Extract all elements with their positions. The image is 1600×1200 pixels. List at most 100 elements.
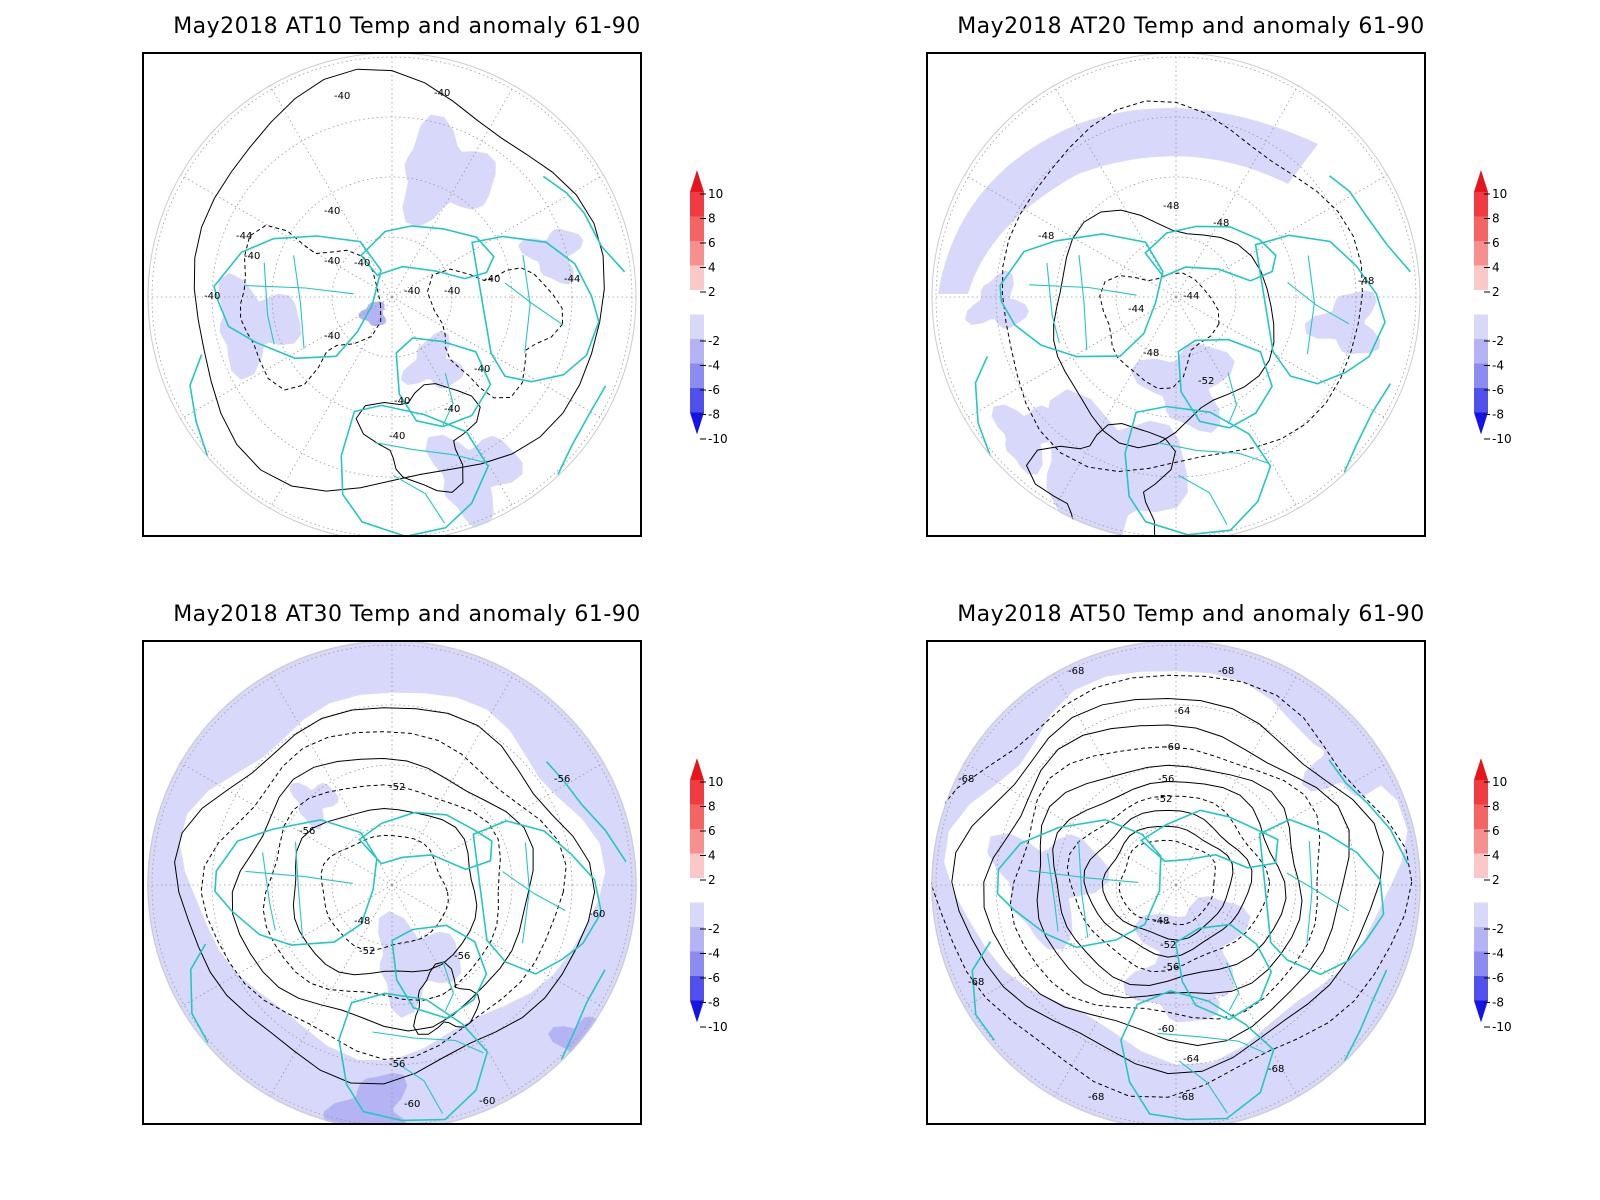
- contour-label: -56: [299, 826, 315, 837]
- polar-map: -48 -48 -48 -44 -44 -48 -52 -48: [926, 52, 1426, 537]
- contour-label: -68: [958, 774, 974, 785]
- legend-swatch: [690, 927, 704, 952]
- contour-label: -48: [1143, 348, 1159, 359]
- legend-swatch: [1474, 829, 1488, 854]
- legend-swatch: [1474, 241, 1488, 266]
- legend-swatch: [1474, 927, 1488, 952]
- contour-label: -56: [1158, 774, 1174, 785]
- color-scale-legend: 10 8 6 4 2 -2 -4 -6 -8 -10: [686, 170, 746, 459]
- legend-tick-label: 8: [708, 800, 716, 814]
- contour-label: -64: [1174, 706, 1190, 717]
- legend-swatch: [690, 902, 704, 927]
- contour-label: -56: [454, 951, 470, 962]
- color-scale-legend: 10 8 6 4 2 -2 -4 -6 -8 -10: [686, 758, 746, 1047]
- contour-label: -52: [1160, 940, 1176, 951]
- contour-label: -60: [589, 909, 605, 920]
- legend-tick-label: -10: [1492, 432, 1512, 446]
- legend-swatch: [1474, 878, 1488, 903]
- legend-tick-label: 6: [1492, 236, 1500, 250]
- contour-label: -52: [359, 946, 375, 957]
- contour-label: -48: [1038, 231, 1054, 242]
- legend-arrow-top: [1474, 170, 1488, 192]
- legend-swatch: [690, 853, 704, 878]
- legend-arrow-top: [690, 758, 704, 780]
- legend-tick-label: 6: [708, 824, 716, 838]
- legend-tick-label: 8: [708, 212, 716, 226]
- legend-tick-label: -2: [708, 334, 720, 348]
- legend-tick-label: -2: [708, 922, 720, 936]
- contour-label: -52: [1198, 376, 1214, 387]
- legend-swatch: [690, 780, 704, 805]
- legend-tick-label: -8: [708, 408, 720, 422]
- legend-tick-label: 2: [708, 873, 716, 887]
- legend-tick-label: -2: [1492, 334, 1504, 348]
- map-panel-at10: May2018 AT10 Temp and anomaly 61-90 -40-…: [142, 0, 782, 560]
- legend-tick-label: 2: [1492, 285, 1500, 299]
- contour-label: -60: [1158, 1024, 1174, 1035]
- legend-swatch: [690, 804, 704, 829]
- legend-arrow-top: [690, 170, 704, 192]
- legend-tick-label: 4: [708, 849, 716, 863]
- legend-swatch: [1474, 804, 1488, 829]
- legend-tick-label: 6: [708, 236, 716, 250]
- legend-arrow-bottom: [1474, 1000, 1488, 1023]
- contour-label: -40: [444, 404, 460, 415]
- polar-map-graphic: -48 -48 -48 -44 -44 -48 -52 -48: [928, 54, 1424, 535]
- legend-swatch: [1474, 388, 1488, 413]
- legend-swatch: [690, 192, 704, 217]
- contour-label: -68: [1068, 666, 1084, 677]
- panel-title: May2018 AT30 Temp and anomaly 61-90: [173, 602, 641, 627]
- legend-tick-label: 10: [1492, 775, 1507, 789]
- contour-label: -68: [968, 977, 984, 988]
- contour-label: -48: [1153, 916, 1169, 927]
- contour-label: -40: [444, 286, 460, 297]
- polar-map-graphic: -52 -56 -56 -48 -52 -56 -56 -60 -60 -60: [144, 642, 640, 1123]
- legend-tick-label: 10: [708, 775, 723, 789]
- legend-tick-label: -6: [708, 971, 720, 985]
- legend-tick-label: -2: [1492, 922, 1504, 936]
- map-panel-at20: May2018 AT20 Temp and anomaly 61-90 -48-…: [926, 0, 1566, 560]
- legend-tick-label: 8: [1492, 800, 1500, 814]
- contour-label: -60: [404, 1099, 420, 1110]
- legend-swatch: [690, 339, 704, 364]
- contour-label: -60: [1164, 742, 1180, 753]
- contour-label: -40: [434, 88, 450, 99]
- contour-label: -56: [1163, 962, 1179, 973]
- legend-swatch: [690, 829, 704, 854]
- map-panel-at50: May2018 AT50 Temp and anomaly 61-90 -68-…: [926, 588, 1566, 1148]
- contour-label: -44: [236, 231, 252, 242]
- legend-swatch: [690, 878, 704, 903]
- legend-tick-label: 4: [1492, 849, 1500, 863]
- legend-tick-label: 10: [708, 187, 723, 201]
- color-scale-legend: 10 8 6 4 2 -2 -4 -6 -8 -10: [1470, 758, 1530, 1047]
- contour-label: -40: [324, 256, 340, 267]
- contour-label: -44: [1128, 304, 1144, 315]
- polar-map: -52 -56 -56 -48 -52 -56 -56 -60 -60 -60: [142, 640, 642, 1125]
- legend-swatch: [1474, 339, 1488, 364]
- contour-label: -40: [324, 331, 340, 342]
- legend-tick-label: -4: [708, 359, 720, 373]
- legend-tick-label: 10: [1492, 187, 1507, 201]
- legend-swatch: [1474, 265, 1488, 290]
- legend-swatch: [690, 363, 704, 388]
- legend-swatch: [690, 314, 704, 339]
- contour-label: -40: [324, 206, 340, 217]
- contour-label: -56: [554, 774, 570, 785]
- legend-swatch: [690, 976, 704, 1001]
- contour-label: -48: [1213, 218, 1229, 229]
- legend-tick-label: -10: [708, 432, 728, 446]
- legend-swatch: [1474, 314, 1488, 339]
- legend-tick-label: -4: [708, 947, 720, 961]
- legend-arrow-bottom: [690, 1000, 704, 1023]
- legend-swatch: [690, 388, 704, 413]
- color-scale-legend: 10 8 6 4 2 -2 -4 -6 -8 -10: [1470, 170, 1530, 459]
- legend-swatch: [1474, 902, 1488, 927]
- contour-label: -40: [484, 274, 500, 285]
- contour-label: -64: [1183, 1054, 1199, 1065]
- contour-label: -40: [404, 286, 420, 297]
- contour-label: -48: [354, 916, 370, 927]
- polar-map: -68 -68 -64 -60 -56 -52 -48 -52 -56 -60 -64 -68 -68 -…: [926, 640, 1426, 1125]
- contour-label: -40: [244, 251, 260, 262]
- legend-swatch: [690, 951, 704, 976]
- legend-swatch: [1474, 976, 1488, 1001]
